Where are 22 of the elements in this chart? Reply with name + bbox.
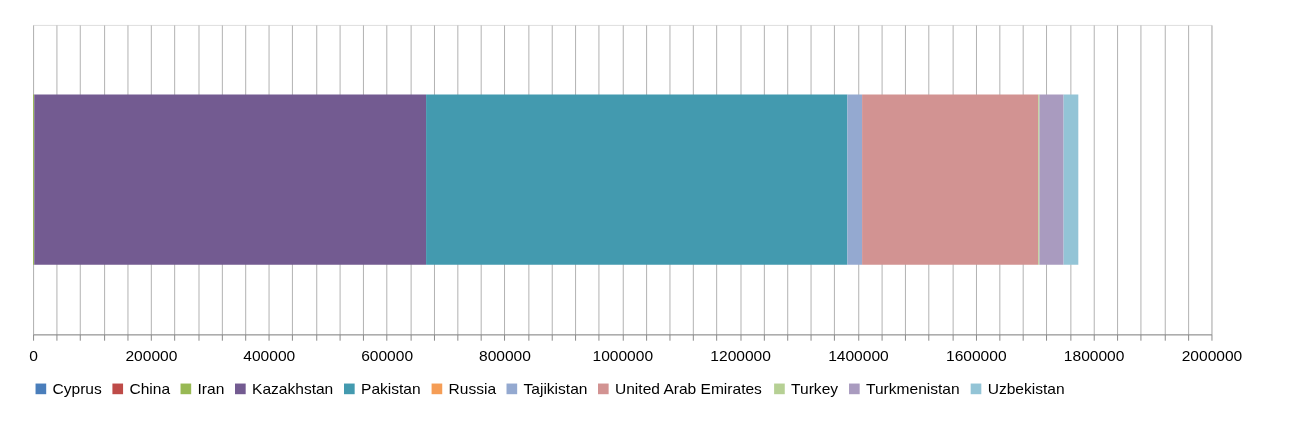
legend-label: China xyxy=(129,379,171,397)
x-tick-label: 0 xyxy=(29,347,39,365)
x-tick-label: 1400000 xyxy=(828,347,890,365)
x-tick-label: 200000 xyxy=(125,347,178,365)
x-tick-label: 600000 xyxy=(361,347,414,365)
legend-label: Kazakhstan xyxy=(252,379,334,397)
x-tick-label: 1000000 xyxy=(592,347,654,365)
legend-label: Tajikistan xyxy=(523,379,588,397)
x-tick-label: 400000 xyxy=(243,347,296,365)
legend-label: Iran xyxy=(197,379,225,397)
legend-label: Pakistan xyxy=(361,379,421,397)
x-tick-label: 800000 xyxy=(478,347,532,365)
x-tick-label: 1200000 xyxy=(710,347,772,365)
legend-label: Cyprus xyxy=(52,379,103,397)
x-tick-label: 2000000 xyxy=(1181,347,1243,365)
x-tick-label: 1800000 xyxy=(1063,347,1125,365)
legend-label: Turkey xyxy=(791,379,839,397)
legend-label: Uzbekistan xyxy=(987,379,1065,397)
x-tick-label: 1600000 xyxy=(946,347,1007,365)
legend-label: Russia xyxy=(448,379,497,397)
legend-label: United Arab Emirates xyxy=(614,379,763,397)
legend-label: Turkmenistan xyxy=(866,379,960,397)
